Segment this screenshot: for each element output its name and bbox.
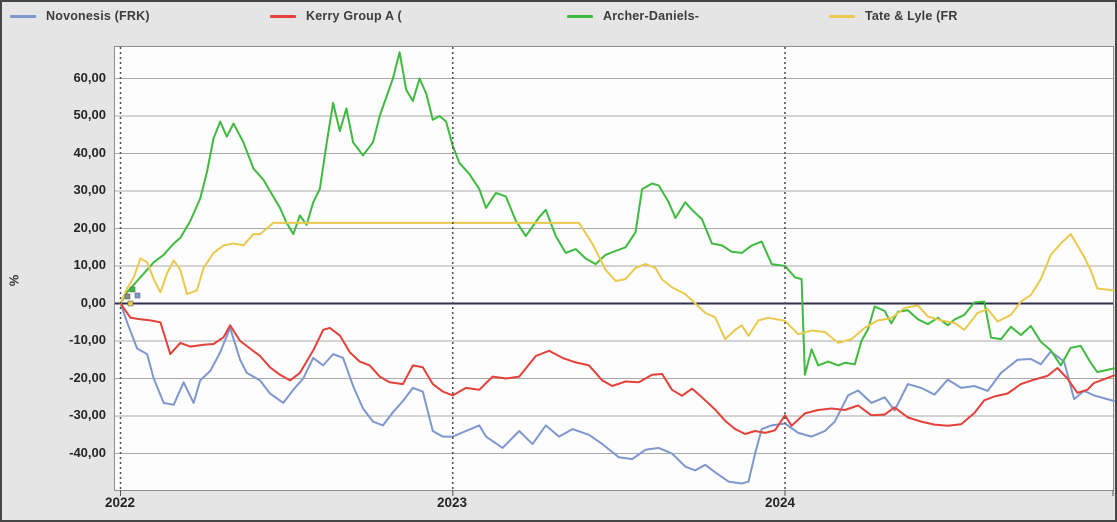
legend-label-novonesis: Novonesis (FRK) xyxy=(46,9,150,23)
legend-label-kerry-group: Kerry Group A ( xyxy=(306,9,402,23)
series-line-archer-daniels xyxy=(119,51,1115,376)
legend-swatch-archer-daniels xyxy=(567,14,593,18)
legend-swatch-novonesis xyxy=(10,14,36,18)
legend-swatch-tate-lyle xyxy=(829,14,855,18)
y-axis-tick-label: 60,00 xyxy=(73,69,106,85)
x-axis-label-2024: 2024 xyxy=(764,495,796,510)
y-axis-tick-label: 0,00 xyxy=(80,294,106,310)
y-axis-tick-label: 10,00 xyxy=(73,257,106,272)
legend-label-tate-lyle: Tate & Lyle (FR xyxy=(865,9,958,23)
series-start-marker xyxy=(127,300,134,307)
series-start-marker xyxy=(129,286,136,293)
chart-legend: Novonesis (FRK) Kerry Group A ( Archer-D… xyxy=(2,2,1115,32)
series-line-tate-lyle-fr xyxy=(119,221,1115,344)
x-axis-label-2022: 2022 xyxy=(104,495,136,510)
plot-area[interactable] xyxy=(114,46,1115,496)
x-axis-label-2023: 2023 xyxy=(436,495,468,510)
legend-item-novonesis[interactable]: Novonesis (FRK) xyxy=(10,9,150,23)
series-start-marker xyxy=(124,293,131,300)
series-line-novonesis-frk xyxy=(119,302,1115,485)
y-axis-tick-labels: 60,00 50,00 40,00 30,00 20,00 10,00 0,00 -10,00… xyxy=(30,46,106,489)
legend-item-kerry-group[interactable]: Kerry Group A ( xyxy=(270,9,402,23)
y-axis-tick-label: 40,00 xyxy=(73,144,106,160)
legend-item-archer-daniels[interactable]: Archer-Daniels- xyxy=(567,9,699,23)
y-axis-tick-label: 20,00 xyxy=(73,219,106,235)
y-axis-tick-label: 30,00 xyxy=(73,182,106,197)
series-start-marker xyxy=(134,292,141,299)
legend-item-tate-lyle[interactable]: Tate & Lyle (FR xyxy=(829,9,958,23)
y-axis-tick-label: -20,00 xyxy=(69,369,106,385)
y-axis-unit-label: % xyxy=(6,274,22,287)
y-axis-tick-label: 50,00 xyxy=(73,107,106,122)
y-axis-tick-label: -10,00 xyxy=(69,332,106,347)
y-axis-tick-label: -30,00 xyxy=(69,407,106,422)
legend-swatch-kerry-group xyxy=(270,14,296,18)
series-line-kerry-group-a xyxy=(119,302,1115,435)
y-axis-tick-label: -40,00 xyxy=(69,444,106,460)
legend-label-archer-daniels: Archer-Daniels- xyxy=(603,9,700,23)
